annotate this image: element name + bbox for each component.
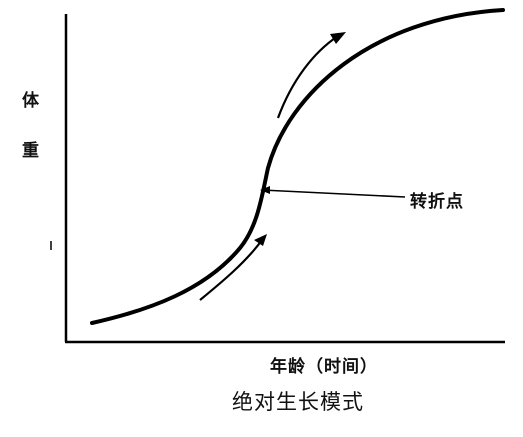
growth-curve	[90, 8, 505, 325]
arrow-lower	[199, 239, 263, 301]
y-axis-label-char-1: 体	[22, 91, 39, 111]
chart-caption: 绝对生长模式	[232, 390, 364, 414]
inflection-point-label: 转折点	[410, 192, 464, 212]
arrow-upper	[276, 35, 339, 119]
inflection-pointer	[261, 189, 406, 198]
x-axis-label: 年龄（时间）	[270, 357, 378, 377]
inflection-pointer-head	[260, 186, 270, 194]
arrow-lower-head	[254, 234, 267, 246]
y-axis-label-char-2: 重	[22, 141, 39, 161]
arrow-upper-head	[330, 32, 346, 44]
